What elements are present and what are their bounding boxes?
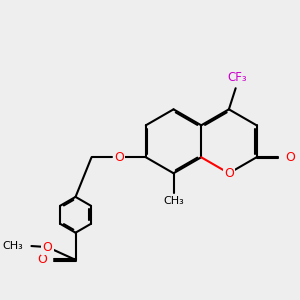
Text: O: O xyxy=(43,241,52,254)
Text: O: O xyxy=(224,167,234,180)
Text: O: O xyxy=(37,254,47,266)
Text: CH₃: CH₃ xyxy=(163,196,184,206)
Text: O: O xyxy=(114,151,124,164)
Text: CH₃: CH₃ xyxy=(2,241,23,250)
Text: O: O xyxy=(285,151,295,164)
Text: CF₃: CF₃ xyxy=(228,71,247,84)
